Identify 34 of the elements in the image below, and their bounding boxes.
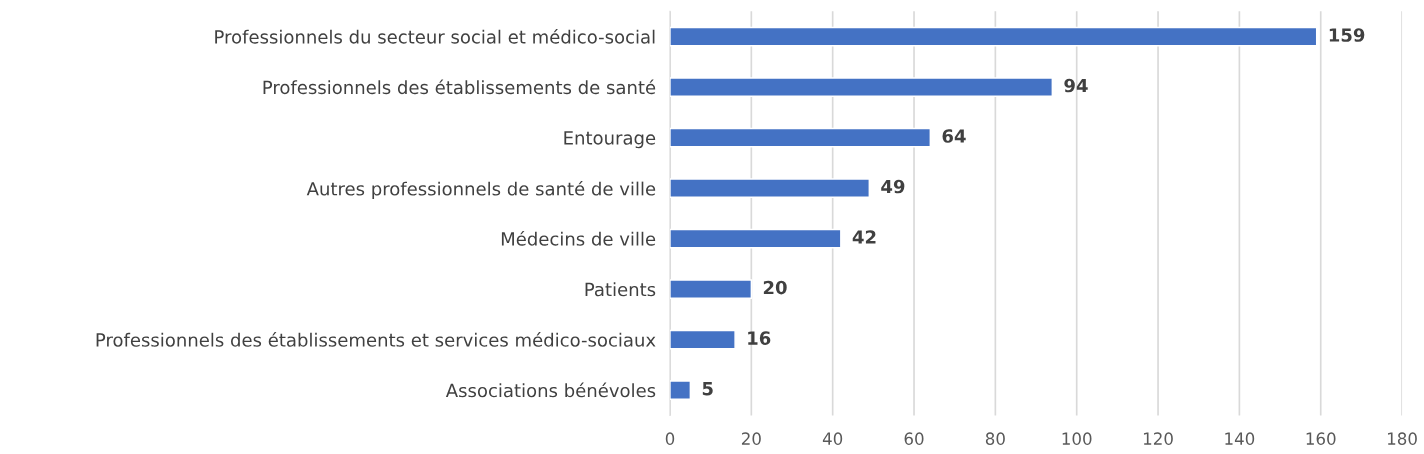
x-tick-label: 0 (665, 432, 675, 445)
bar (669, 228, 842, 249)
y-tick-label: Associations bénévoles (445, 382, 656, 398)
bar (669, 127, 931, 148)
y-tick-label: Médecins de ville (501, 231, 656, 246)
x-tick-label: 140 (1225, 432, 1255, 445)
data-label: 49 (881, 179, 905, 194)
bar (669, 26, 1318, 47)
y-tick-label: Professionnels des établissements de santé (263, 79, 656, 95)
data-label: 16 (748, 331, 771, 345)
x-tick-label: 20 (741, 432, 761, 445)
data-label: 94 (1064, 78, 1088, 93)
data-label: 5 (702, 381, 713, 396)
data-label: 159 (1329, 28, 1365, 42)
x-tick-label: 180 (1387, 432, 1417, 445)
x-tick-label: 120 (1143, 432, 1173, 445)
bar (669, 178, 870, 198)
data-label: 42 (852, 230, 876, 244)
x-tick-label: 100 (1062, 432, 1092, 445)
y-tick-label: Entourage (564, 131, 656, 149)
bar (669, 279, 753, 299)
x-tick-label: 160 (1306, 432, 1336, 445)
y-tick-label: Professionnels du secteur social et médico-social (215, 29, 655, 44)
x-tick-label: 80 (985, 432, 1005, 445)
data-label: 20 (763, 280, 787, 295)
y-tick-label: Professionnels des établissements et services médico-sociaux (96, 332, 656, 347)
bar (669, 329, 736, 350)
y-tick-label: Patients (585, 282, 656, 297)
bar (669, 380, 692, 400)
x-tick-label: 40 (822, 432, 843, 445)
y-tick-label: Autres professionnels de santé de ville (306, 180, 656, 200)
data-label: 64 (942, 129, 966, 143)
bar (669, 77, 1053, 97)
x-tick-label: 60 (904, 432, 924, 445)
